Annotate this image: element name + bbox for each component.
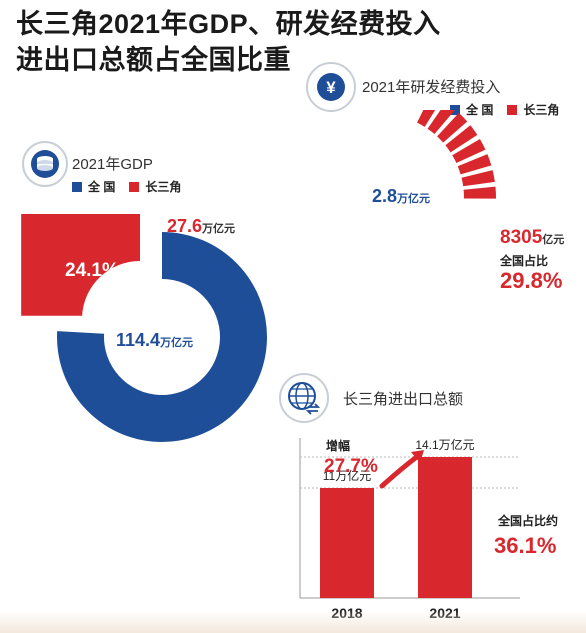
trade-bar-2021 [418, 457, 472, 598]
rd-legend-swatch-nation [450, 104, 460, 115]
trade-share-label: 36.1% [494, 533, 556, 558]
title-line-1: 长三角2021年GDP、研发经费投入 [16, 9, 441, 39]
rd-total-unit: 万亿元 [396, 191, 430, 205]
rd-legend-swatch-yrd [507, 104, 518, 115]
globe-trade-icon [279, 373, 329, 423]
rd-yrd-segment [437, 112, 468, 143]
rd-donut-chart: 2.8万亿元 [372, 110, 496, 206]
legend-label-nation: 全 国 [88, 180, 116, 194]
trade-bar-label-2021: 14.1万亿元 [415, 437, 474, 452]
rd-yrd-segment [452, 139, 486, 163]
rd-slice-yrd-segments [417, 110, 496, 199]
rd-legend-item-yrd: 长三角 [507, 101, 559, 118]
rd-yrd-segment [457, 154, 492, 175]
gdp-nation-value-label: 114.4万亿元 [116, 330, 193, 350]
rd-yrd-segment [445, 125, 478, 153]
page-title: 长三角2021年GDP、研发经费投入 进出口总额占全国比重 [16, 6, 441, 78]
rd-yrd-value: 8305 [500, 227, 543, 248]
rd-yrd-segment [417, 110, 436, 127]
gdp-donut-chart: 24.1% 27.6万亿元 114.4万亿元 [21, 214, 268, 442]
legend-item-nation: 全 国 [72, 178, 115, 195]
rd-legend: 全 国 长三角 [450, 101, 573, 118]
rd-legend-item-nation: 全 国 [450, 101, 493, 118]
gdp-slice-nation [57, 232, 268, 442]
rd-yrd-value-label: 8305亿元 [500, 227, 564, 249]
gdp-chart-title: 2021年GDP [72, 156, 153, 173]
gdp-nation-unit: 万亿元 [159, 335, 193, 349]
gdp-yrd-unit: 万亿元 [201, 221, 235, 235]
legend-item-yrd: 长三角 [129, 178, 181, 195]
skyline-decoration [0, 611, 586, 633]
trade-chart-title: 长三角进出口总额 [343, 391, 464, 408]
rd-legend-label-nation: 全 国 [466, 103, 494, 117]
gdp-nation-value: 114.4 [116, 330, 160, 350]
gdp-yrd-value: 27.6 [167, 216, 202, 236]
rd-total-label: 2.8万亿元 [372, 186, 430, 206]
gdp-share-label: 24.1% [65, 260, 119, 281]
growth-arrowhead-icon [411, 450, 424, 463]
legend-label-yrd: 长三角 [145, 180, 182, 194]
rd-yrd-segment [463, 186, 496, 199]
title-line-2: 进出口总额占全国比重 [16, 45, 291, 75]
trade-bar-chart: 11万亿元 14.1万亿元 2018 2021 增幅 27.7% 全国占比约 3… [299, 437, 558, 621]
rd-yrd-segment [427, 110, 455, 135]
rd-chart-title: 2021年研发经费投入 [362, 79, 501, 96]
trade-growth-caption: 增幅 [326, 438, 350, 453]
coin-stack-icon [22, 141, 68, 187]
rd-share-caption: 全国占比 [500, 254, 549, 268]
growth-arrow-icon [379, 453, 421, 489]
yen-icon: ¥ [306, 62, 356, 112]
trade-bar-2018 [320, 488, 374, 598]
svg-text:¥: ¥ [326, 78, 336, 97]
rd-share-label: 29.8% [500, 268, 563, 293]
gdp-slice-yrd [21, 214, 140, 316]
rd-yrd-segment [461, 170, 495, 187]
rd-total-value: 2.8 [372, 186, 397, 206]
rd-yrd-unit: 亿元 [542, 234, 565, 246]
legend-swatch-nation [72, 181, 82, 192]
gdp-yrd-value-label: 27.6万亿元 [167, 216, 235, 236]
legend-swatch-yrd [129, 181, 140, 192]
trade-bar-label-2018: 11万亿元 [323, 468, 371, 483]
trade-share-caption: 全国占比约 [497, 513, 558, 528]
trade-growth-label: 27.7% [324, 456, 378, 477]
gdp-legend: 全 国 长三角 [72, 178, 195, 195]
rd-legend-label-yrd: 长三角 [523, 103, 560, 117]
